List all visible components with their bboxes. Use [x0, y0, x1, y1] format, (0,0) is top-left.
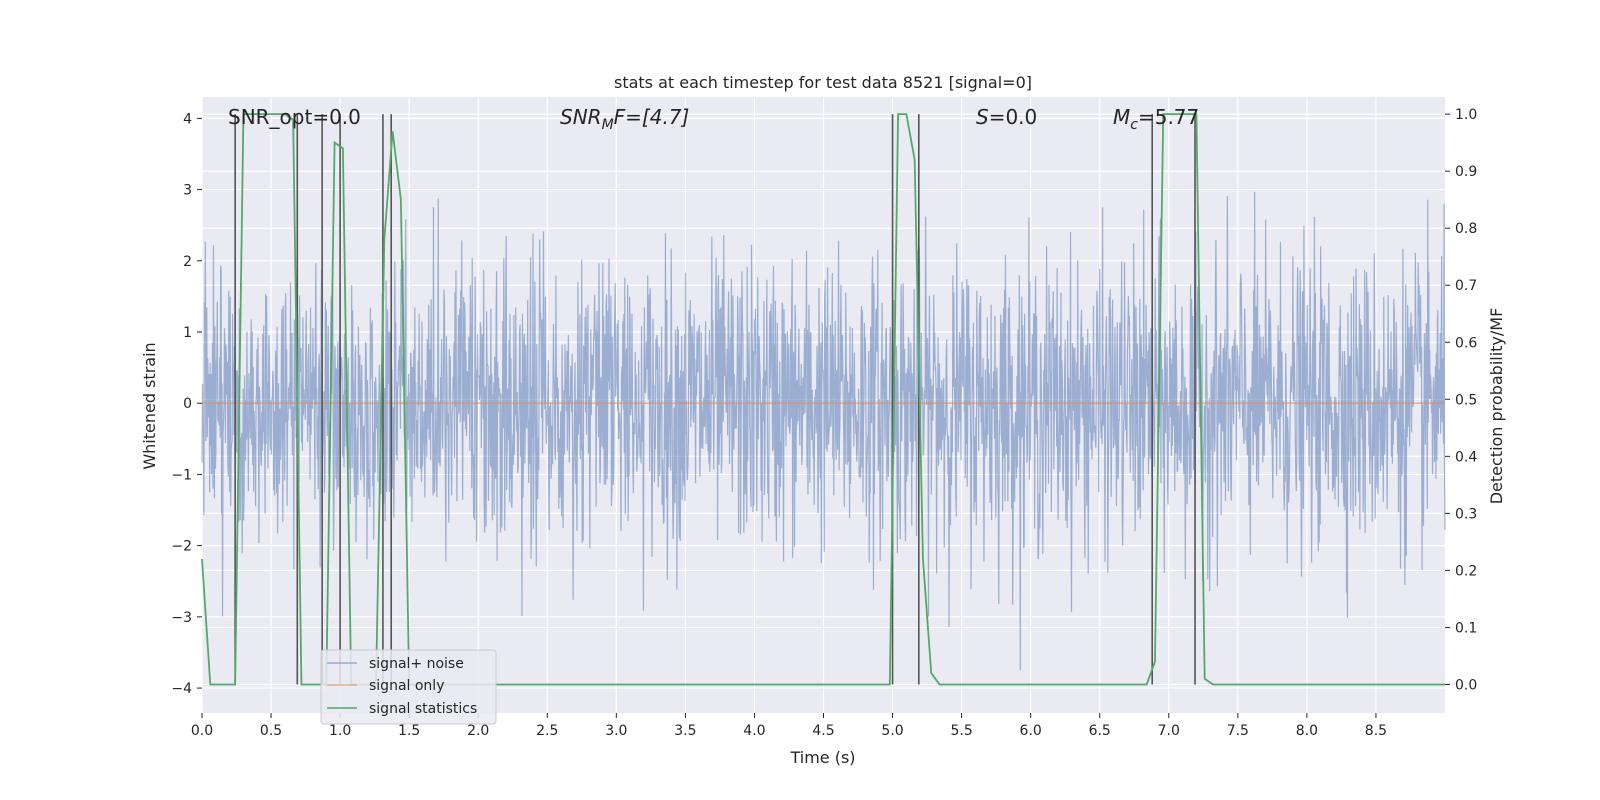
- y-tick-label-left: −2: [171, 539, 192, 555]
- y-tick-label-right: 0.5: [1455, 392, 1477, 408]
- x-tick-label: 4.5: [812, 723, 834, 739]
- x-tick-label: 5.0: [881, 723, 903, 739]
- snr-mf-base: SNR: [560, 105, 602, 129]
- x-tick-label: 2.5: [536, 723, 558, 739]
- y-tick-label-left: 1: [183, 325, 192, 341]
- annotation-snr-mf: SNRMF=[4.7]: [560, 105, 689, 133]
- annotation-s: S=0.0: [976, 105, 1037, 129]
- mc-sub: c: [1130, 117, 1138, 133]
- y-tick-label-right: 0.4: [1455, 449, 1477, 465]
- axes: 0.0 0.5 1.0 1.5 2.0 2.5 3.0 3.5 4.0 4.5 5.0 5.5 6.0 6…: [171, 107, 1477, 739]
- statistics-line: [201, 113, 1445, 686]
- y-tick-label-left: −4: [171, 681, 192, 697]
- x-tick-label: 3.0: [605, 723, 627, 739]
- x-tick-label: 6.5: [1089, 723, 1111, 739]
- annotation-mc: Mc=5.77: [1113, 105, 1199, 133]
- noise-line: [201, 191, 1446, 671]
- x-tick-label: 2.0: [467, 723, 489, 739]
- y-tick-label-left: 4: [183, 111, 192, 127]
- x-tick-label: 8.0: [1296, 723, 1318, 739]
- legend-label-stats: signal statistics: [369, 701, 477, 717]
- y-tick-label-left: −3: [171, 610, 192, 626]
- legend-label-signal: signal only: [369, 678, 444, 694]
- x-tick-label: 3.5: [674, 723, 696, 739]
- chart-title: stats at each timestep for test data 852…: [614, 73, 1032, 92]
- x-tick-label: 7.0: [1158, 723, 1180, 739]
- y-tick-label-right: 0.0: [1455, 677, 1477, 693]
- x-tick-label: 5.5: [950, 723, 972, 739]
- y-axis-label-left: Whitened strain: [140, 342, 159, 469]
- x-tick-label: 7.5: [1227, 723, 1249, 739]
- y-tick-label-right: 0.3: [1455, 506, 1477, 522]
- signal-statistics-series: [201, 113, 1445, 686]
- y-tick-label-left: 2: [183, 254, 192, 270]
- snr-mf-sub: M: [602, 117, 614, 133]
- x-tick-label: 0.0: [191, 723, 213, 739]
- x-axis-label: Time (s): [789, 748, 855, 767]
- y-tick-label-left: 3: [183, 183, 192, 199]
- x-tick-label: 1.5: [398, 723, 420, 739]
- noise-series: [201, 191, 1446, 671]
- y-tick-label-right: 1.0: [1455, 107, 1477, 123]
- snr-mf-rest: F=[4.7]: [614, 105, 690, 129]
- legend-box: [320, 649, 497, 725]
- y-tick-label-left: 0: [183, 396, 192, 412]
- y-axis-label-right: Detection probability/MF: [1487, 308, 1506, 505]
- mc-base: M: [1113, 105, 1130, 129]
- x-tick-label: 8.5: [1365, 723, 1387, 739]
- x-tick-label: 4.0: [743, 723, 765, 739]
- y-tick-label-right: 0.8: [1455, 221, 1477, 237]
- x-tick-label: 1.0: [329, 723, 351, 739]
- s-label: S: [976, 105, 989, 129]
- s-value: =0.0: [989, 105, 1038, 129]
- legend-label-noise: signal+ noise: [369, 656, 464, 672]
- annotation-snr-opt: SNR_opt=0.0: [228, 105, 361, 129]
- y-tick-label-left: −1: [171, 467, 192, 483]
- y-tick-label-right: 0.9: [1455, 164, 1477, 180]
- mc-value: =5.77: [1138, 105, 1199, 129]
- x-tick-label: 0.5: [260, 723, 282, 739]
- legend: signal+ noise signal only signal statist…: [320, 649, 497, 725]
- y-tick-label-right: 0.2: [1455, 563, 1477, 579]
- y-tick-label-right: 0.1: [1455, 620, 1477, 636]
- y-tick-label-right: 0.7: [1455, 278, 1477, 294]
- x-tick-label: 6.0: [1020, 723, 1042, 739]
- y-tick-label-right: 0.6: [1455, 335, 1477, 351]
